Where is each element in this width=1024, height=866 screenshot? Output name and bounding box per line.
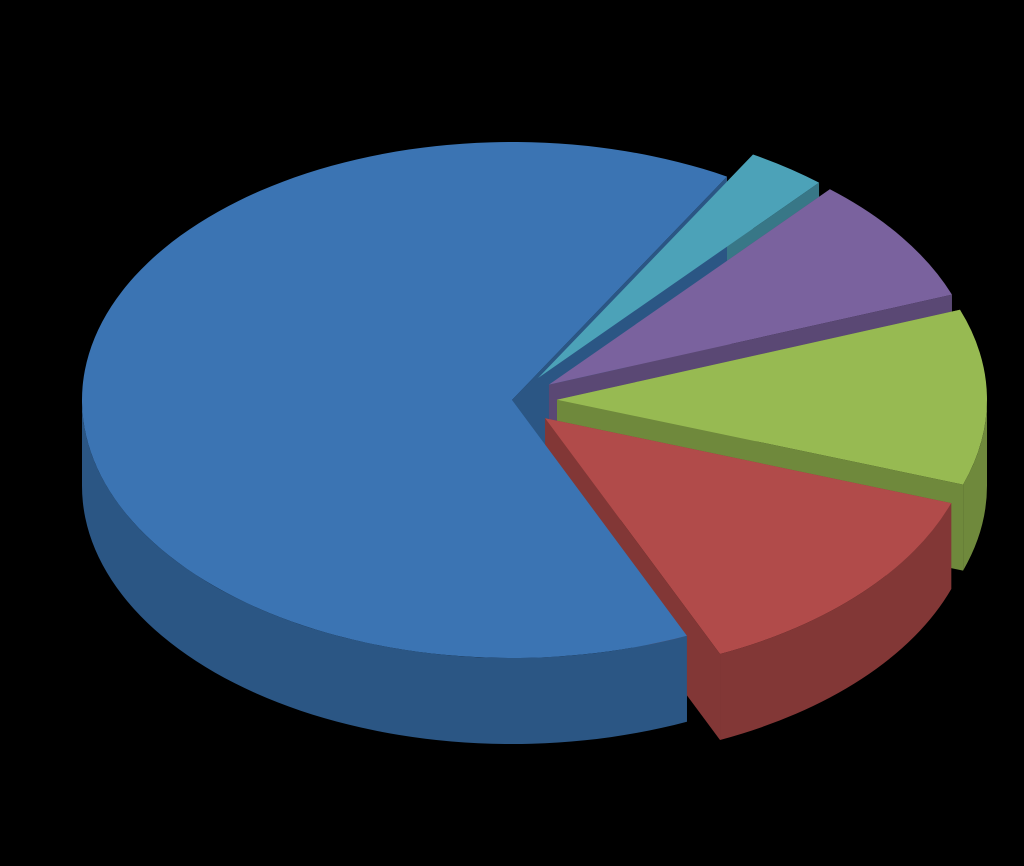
pie-chart <box>0 0 1024 866</box>
